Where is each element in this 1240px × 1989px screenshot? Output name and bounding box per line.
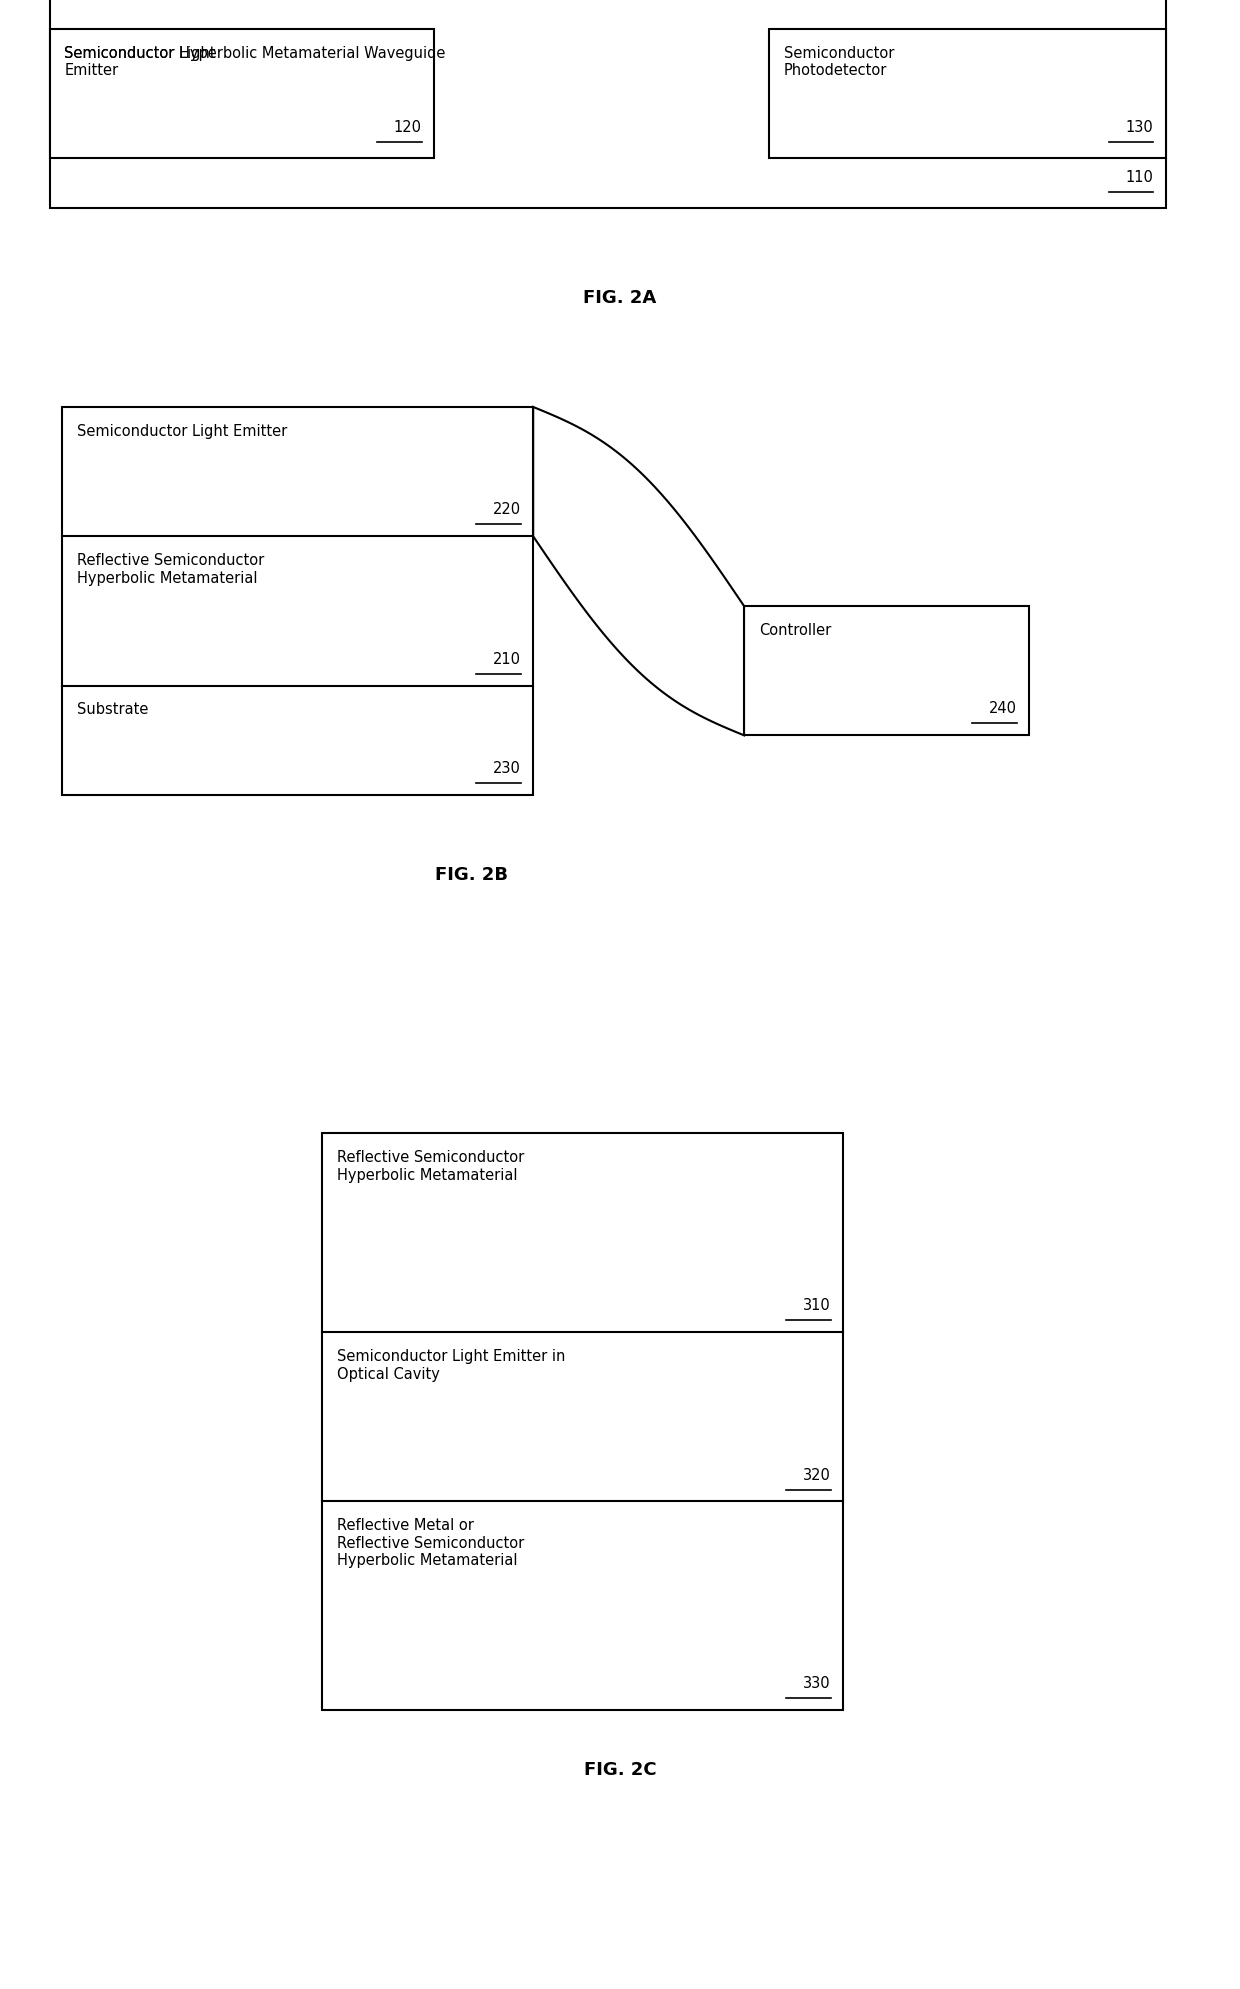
Bar <box>769 30 1166 159</box>
Text: 310: 310 <box>804 1297 831 1313</box>
Bar <box>62 408 533 796</box>
Text: Semiconductor Light
Emitter: Semiconductor Light Emitter <box>64 46 216 78</box>
Text: 320: 320 <box>804 1466 831 1482</box>
Text: Reflective Semiconductor
Hyperbolic Metamaterial: Reflective Semiconductor Hyperbolic Meta… <box>77 553 264 585</box>
Text: Semiconductor Light Emitter in
Optical Cavity: Semiconductor Light Emitter in Optical C… <box>337 1349 565 1380</box>
Bar <box>322 1134 843 1711</box>
Text: Reflective Metal or
Reflective Semiconductor
Hyperbolic Metamaterial: Reflective Metal or Reflective Semicondu… <box>337 1518 525 1567</box>
Text: 210: 210 <box>492 650 521 666</box>
Text: Semiconductor Light Emitter: Semiconductor Light Emitter <box>77 424 288 440</box>
Polygon shape <box>533 408 744 736</box>
Text: 220: 220 <box>492 501 521 517</box>
Text: 240: 240 <box>988 700 1017 716</box>
Text: Semiconductor
Photodetector: Semiconductor Photodetector <box>784 46 894 78</box>
Text: Semiconductor Hyperbolic Metamaterial Waveguide: Semiconductor Hyperbolic Metamaterial Wa… <box>64 46 446 62</box>
Text: 230: 230 <box>494 760 521 776</box>
Bar <box>50 0 1166 209</box>
Text: FIG. 2A: FIG. 2A <box>583 288 657 306</box>
Text: 120: 120 <box>393 119 422 135</box>
Text: 130: 130 <box>1126 119 1153 135</box>
Text: Substrate: Substrate <box>77 702 149 718</box>
Text: Controller: Controller <box>759 623 831 638</box>
Bar <box>744 607 1029 736</box>
Text: FIG. 2B: FIG. 2B <box>435 865 507 883</box>
Text: FIG. 2C: FIG. 2C <box>584 1760 656 1778</box>
Text: Reflective Semiconductor
Hyperbolic Metamaterial: Reflective Semiconductor Hyperbolic Meta… <box>337 1150 525 1181</box>
Text: 110: 110 <box>1126 169 1153 185</box>
Text: 330: 330 <box>804 1675 831 1691</box>
Bar <box>50 30 434 159</box>
